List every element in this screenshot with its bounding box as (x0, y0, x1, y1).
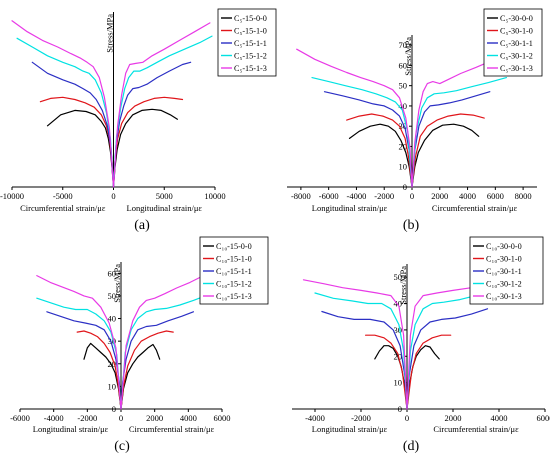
y-tick-label: 30 (394, 325, 403, 335)
x-tick-label: 4000 (180, 413, 197, 423)
legend-entry: C₁₀-30-1-3 (486, 292, 522, 301)
chart-panel-4: -4000-2000020004000600001020304050Stress… (292, 236, 550, 454)
x-tick-label: -10000 (0, 191, 24, 201)
x-tick-label: 10000 (204, 191, 225, 201)
y-tick-label: 0 (398, 404, 402, 414)
panel-label: (c) (114, 439, 130, 454)
x-axis-title-right: Circumferential strain/με (433, 424, 519, 434)
legend-entry: C₁₀-15-0-0 (216, 242, 252, 251)
x-axis-title-left: Longitudinal strain/με (312, 203, 388, 213)
panel-label: (a) (134, 218, 150, 233)
legend-entry: C₁₀-15-1-2 (216, 280, 252, 289)
series-line-5 (296, 48, 524, 188)
x-tick-label: -2000 (374, 191, 394, 201)
x-tick-label: -2000 (77, 413, 97, 423)
x-tick-label: 2000 (445, 413, 462, 423)
x-tick-label: 8000 (515, 191, 532, 201)
series-line-5 (302, 279, 514, 410)
legend: C₁₀-15-0-0 C₁₀-15-1-0 C₁₀-15-1-1 C₁₀-15-1-2… (199, 236, 269, 305)
y-tick-label: 40 (399, 101, 408, 111)
panel-label: (b) (403, 218, 420, 233)
y-tick-label: 40 (394, 299, 403, 309)
y-tick-label: 70 (399, 40, 408, 50)
x-tick-label: -4000 (44, 413, 64, 423)
x-tick-label: 2000 (431, 191, 448, 201)
legend-entry: C₅-30-1-3 (500, 64, 533, 73)
legend-entry: C₅-30-1-2 (500, 52, 533, 61)
legend: C₅-30-0-0 C₅-30-1-0 C₅-30-1-1 C₅-30-1-2 C₅-3… (483, 8, 543, 77)
y-tick-label: 0 (112, 404, 116, 414)
x-tick-label: -2000 (351, 413, 371, 423)
x-axis-title-left: Longitudinal strain/με (312, 424, 388, 434)
y-tick-label: 40 (108, 314, 117, 324)
x-axis-title-left: Longitudinal strain/με (33, 424, 109, 434)
series-line-5 (36, 275, 205, 410)
y-axis-title: Stress/MPa (403, 37, 413, 76)
x-axis-title-right: Longitudinal strain/με (127, 203, 203, 213)
y-tick-label: 20 (108, 359, 117, 369)
x-tick-label: -6000 (319, 191, 339, 201)
x-axis-title-right: Circumferential strain/με (432, 203, 518, 213)
chart-panel-1: -10000 -5000 0 5000 10000 Stress/MPa Circumfer… (0, 8, 277, 233)
x-tick-label: -4000 (305, 413, 325, 423)
x-tick-label: 2000 (146, 413, 163, 423)
legend-entry: C₁₀-30-1-1 (486, 267, 522, 276)
series-line-3 (31, 61, 192, 188)
legend-entry: C₅-30-1-0 (500, 27, 533, 36)
x-tick-label: 6000 (537, 413, 550, 423)
y-tick-label: 10 (108, 381, 117, 391)
legend-entry: C₅-15-1-0 (234, 27, 267, 36)
x-tick-label: -5000 (53, 191, 73, 201)
legend-entry: C₁₀-30-1-2 (486, 280, 522, 289)
legend-entry: C₅-30-0-0 (500, 14, 533, 23)
legend-entry: C₅-30-1-1 (500, 39, 533, 48)
x-tick-label: 0 (410, 191, 414, 201)
x-tick-label: 6000 (487, 191, 504, 201)
series-line-5 (11, 20, 211, 188)
x-tick-label: 6000 (214, 413, 231, 423)
legend-entry: C₅-15-1-1 (234, 39, 267, 48)
y-tick-label: 30 (399, 121, 408, 131)
x-tick-label: 0 (111, 191, 115, 201)
y-tick-label: 10 (394, 378, 403, 388)
x-axis-title-right: Circumferential strain/με (129, 424, 215, 434)
x-tick-label: -4000 (347, 191, 367, 201)
y-tick-label: 0 (403, 182, 407, 192)
legend: C₅-15-0-0 C₅-15-1-0 C₅-15-1-1 C₅-15-1-2 C₅-1… (217, 8, 277, 77)
legend: C₁₀-30-0-0 C₁₀-30-1-0 C₁₀-30-1-1 C₁₀-30-1-2… (469, 236, 544, 305)
x-tick-label: 0 (405, 413, 409, 423)
y-axis-title: Stress/MPa (398, 266, 408, 305)
legend-entry: C₅-15-1-2 (234, 52, 267, 61)
series-line-2 (346, 113, 485, 188)
panel-label: (d) (403, 439, 420, 454)
series-line-3 (323, 91, 491, 188)
legend-entry: C₁₀-15-1-3 (216, 292, 252, 301)
x-tick-label: 0 (119, 413, 123, 423)
legend-entry: C₁₀-30-0-0 (486, 242, 522, 251)
y-tick-label: 50 (399, 81, 408, 91)
y-axis-title: Stress/MPa (112, 264, 122, 303)
y-tick-label: 50 (394, 272, 403, 282)
legend-entry: C₁₀-15-1-0 (216, 255, 252, 264)
x-tick-label: 4000 (491, 413, 508, 423)
y-axis-title: Stress/MPa (105, 14, 115, 53)
legend-entry: C₁₀-30-1-0 (486, 255, 522, 264)
x-axis-title-left: Circumferential strain/με (20, 203, 106, 213)
x-tick-label: 5000 (156, 191, 173, 201)
chart-panel-2: -8000 -6000 -4000 -2000 0 2000 4000 6000 8000 0 10… (287, 8, 543, 233)
series-line-2 (76, 330, 174, 410)
y-tick-label: 60 (399, 60, 408, 70)
legend-entry: C₁₀-15-1-1 (216, 267, 252, 276)
legend-entry: C₅-15-0-0 (234, 14, 267, 23)
x-tick-label: -8000 (291, 191, 311, 201)
chart-panel-3: -6000 -4000 -2000 0 2000 4000 6000 0 10 20 30 40 50 6… (10, 236, 269, 454)
x-tick-label: -6000 (10, 413, 30, 423)
y-tick-label: 10 (399, 162, 408, 172)
legend-entry: C₅-15-1-3 (234, 64, 267, 73)
y-tick-label: 50 (108, 291, 117, 301)
y-tick-label: 60 (108, 268, 117, 278)
y-tick-label: 30 (108, 336, 117, 346)
x-tick-label: 4000 (459, 191, 476, 201)
